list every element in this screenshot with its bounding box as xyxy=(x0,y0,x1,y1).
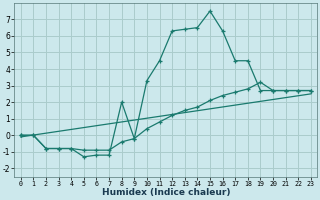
X-axis label: Humidex (Indice chaleur): Humidex (Indice chaleur) xyxy=(101,188,230,197)
